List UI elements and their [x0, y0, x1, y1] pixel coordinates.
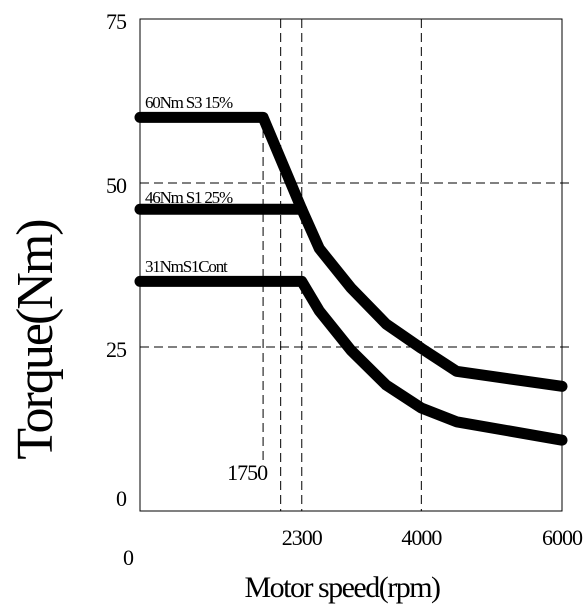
- y-tick-label: 0: [116, 486, 127, 511]
- x-tick-label: 6000: [542, 525, 583, 550]
- y-axis-label: Torque(Nm): [7, 220, 64, 460]
- x-tick-label: 4000: [401, 525, 442, 550]
- x-tick-label: 2300: [282, 525, 323, 550]
- series-line: [134, 275, 568, 446]
- y-tick-label: 25: [106, 337, 127, 362]
- y-tick-label: 75: [106, 9, 127, 34]
- series-line: [134, 111, 568, 392]
- series-label: 31NmS1Cont: [145, 257, 228, 276]
- x-tick-label: 1750: [227, 460, 268, 485]
- x-axis-label: Motor speed(rpm): [244, 571, 440, 604]
- plot-frame: [139, 18, 563, 512]
- x-tick-label: 0: [123, 545, 134, 570]
- y-tick-label: 50: [106, 173, 127, 198]
- series-label: 60Nm S3 15%: [145, 93, 233, 112]
- series-label: 46Nm S1 25%: [145, 188, 233, 207]
